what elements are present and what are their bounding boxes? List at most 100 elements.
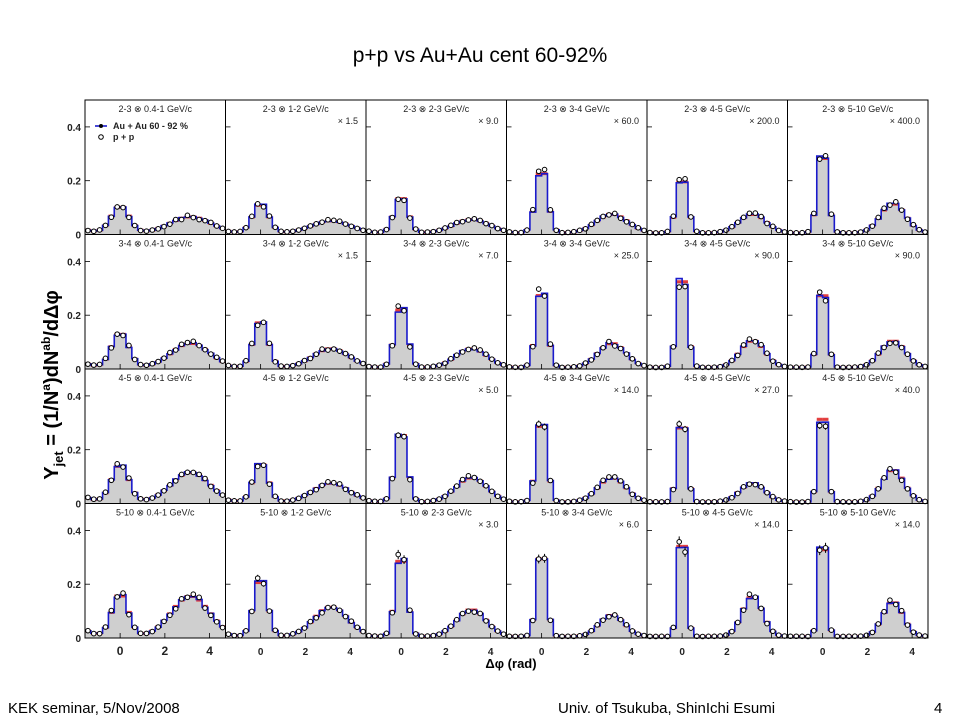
pp-marker xyxy=(172,347,179,353)
pp-marker xyxy=(764,489,770,496)
pp-marker xyxy=(231,363,238,370)
panel: 4-5 ⊗ 1-2 GeV/c xyxy=(225,368,367,504)
pp-marker xyxy=(243,224,249,231)
panel-scale-factor: × 14.0 xyxy=(614,385,639,395)
y-tick-label: 0.2 xyxy=(67,580,81,591)
pp-marker xyxy=(295,628,302,635)
pp-marker xyxy=(190,469,197,476)
pp-marker xyxy=(307,618,314,625)
panel: 2-3 ⊗ 2-3 GeV/c × 9.0 xyxy=(365,99,507,236)
pp-marker xyxy=(307,223,314,229)
pp-marker xyxy=(418,229,425,236)
y-tick-label: 0.2 xyxy=(67,311,81,322)
pp-marker xyxy=(202,346,208,353)
pp-marker xyxy=(565,633,571,640)
pp-marker xyxy=(629,491,636,498)
y-tick-label: 0.4 xyxy=(67,526,81,537)
pp-marker xyxy=(178,216,185,223)
pp-marker xyxy=(448,488,454,494)
auau-line xyxy=(366,557,507,638)
pp-marker xyxy=(764,350,770,357)
pp-marker xyxy=(635,631,642,638)
pp-marker xyxy=(869,357,876,364)
pp-marker xyxy=(483,220,489,227)
pp-marker xyxy=(483,482,489,489)
pp-marker xyxy=(828,627,835,633)
pp-marker xyxy=(582,631,589,638)
pp-marker xyxy=(893,601,899,608)
pp-marker xyxy=(143,228,150,234)
pp-marker xyxy=(734,619,741,626)
pp-marker xyxy=(231,497,238,504)
pp-marker xyxy=(436,362,442,368)
panel: 4-5 ⊗ 4-5 GeV/c× 27.0 xyxy=(646,368,788,505)
pp-marker xyxy=(770,223,776,230)
panel: 3-4 ⊗ 5-10 GeV/c× 90.0 xyxy=(787,234,929,371)
panel: 2-3 ⊗ 3-4 GeV/c× 60.0 xyxy=(506,99,648,236)
pp-marker xyxy=(500,362,507,368)
pp-marker xyxy=(126,611,132,618)
pp-marker xyxy=(676,421,682,427)
pp-marker xyxy=(295,227,302,233)
pp-marker xyxy=(863,496,870,503)
pp-marker xyxy=(711,498,718,505)
pp-marker xyxy=(576,633,583,639)
pp-marker xyxy=(430,632,437,639)
pp-marker xyxy=(471,609,478,615)
pp-marker xyxy=(588,221,595,228)
panel-scale-factor: × 3.0 xyxy=(478,520,498,530)
pp-marker xyxy=(208,483,214,490)
y-tick-label: 0 xyxy=(75,365,81,376)
pp-marker xyxy=(881,344,887,351)
auau-line xyxy=(225,579,366,637)
pp-marker xyxy=(483,351,489,357)
panel: 3-4 ⊗ 2-3 GeV/c × 7.0 xyxy=(365,234,507,370)
pp-marker xyxy=(816,156,823,162)
pp-marker xyxy=(336,607,343,614)
pp-marker xyxy=(190,214,197,221)
pp-marker xyxy=(623,621,630,628)
syst-band-bin xyxy=(822,294,829,298)
pp-marker xyxy=(688,344,694,351)
pp-marker xyxy=(734,219,741,226)
pp-marker xyxy=(775,227,782,234)
pp-marker xyxy=(471,215,478,222)
x-tick-label: 0 xyxy=(258,647,264,658)
pp-fill-histogram xyxy=(366,198,507,235)
pp-marker xyxy=(85,627,91,634)
pp-marker xyxy=(307,355,314,362)
pp-marker xyxy=(887,597,893,603)
pp-marker xyxy=(816,422,823,429)
pp-marker xyxy=(758,605,764,612)
pp-marker xyxy=(161,355,167,361)
panel-scale-factor: × 1.5 xyxy=(338,116,358,126)
pp-marker xyxy=(272,359,279,365)
pp-marker xyxy=(746,481,753,487)
pp-marker xyxy=(494,225,501,232)
pp-marker xyxy=(131,490,138,497)
pp-marker xyxy=(752,594,759,600)
pp-marker xyxy=(254,463,261,470)
pp-marker xyxy=(898,607,905,614)
pp-marker xyxy=(910,492,917,499)
panel-label: 4-5 ⊗ 2-3 GeV/c xyxy=(403,373,470,383)
pp-marker xyxy=(530,206,536,213)
legend-pp-marker xyxy=(98,134,104,140)
pp-marker xyxy=(746,210,753,217)
pp-marker xyxy=(301,492,308,499)
pp-marker xyxy=(612,343,618,349)
pp-marker xyxy=(290,497,296,503)
pp-marker xyxy=(623,351,630,357)
pp-marker xyxy=(219,358,226,364)
pp-marker xyxy=(530,480,536,486)
pp-marker xyxy=(161,618,167,625)
pp-marker xyxy=(348,354,355,360)
pp-marker xyxy=(424,229,431,235)
pp-marker xyxy=(682,176,688,182)
panel-label: 4-5 ⊗ 5-10 GeV/c xyxy=(822,373,894,383)
pp-marker xyxy=(670,213,677,219)
syst-band-bin xyxy=(676,280,683,284)
pp-marker xyxy=(272,493,279,500)
pp-marker xyxy=(395,303,401,309)
pp-marker xyxy=(676,176,682,183)
